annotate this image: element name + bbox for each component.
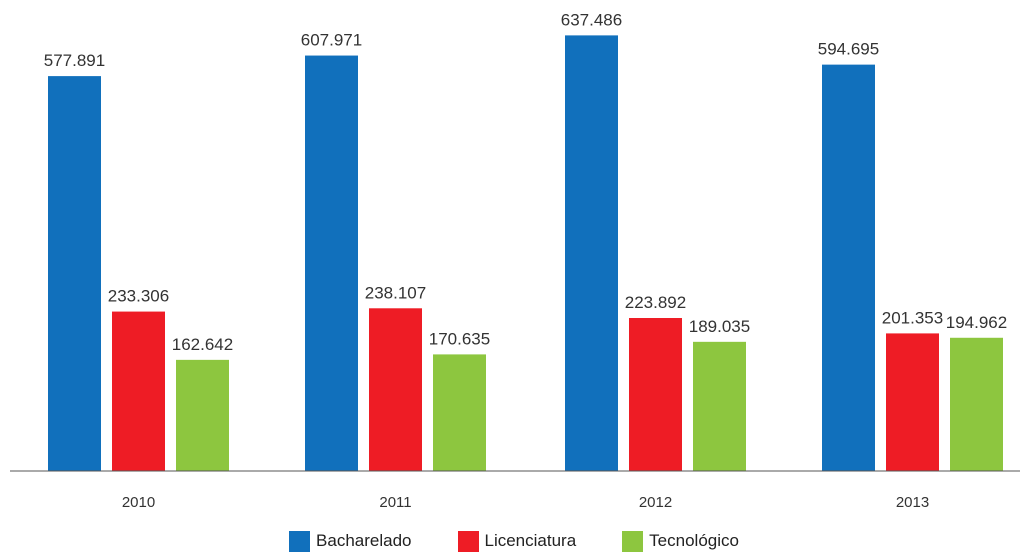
- legend-swatch: [622, 530, 644, 552]
- data-labels-group: 577.891 233.306 162.642 607.971 238.107 170.6…: [44, 10, 1007, 353]
- legend-item-bacharelado: Bacharelado: [289, 530, 412, 552]
- bar-tecnolgico-2012: [693, 341, 746, 471]
- legend-swatch: [457, 530, 479, 552]
- data-label: 238.107: [365, 283, 426, 302]
- bar-bacharelado-2011: [305, 55, 358, 471]
- bar-tecnolgico-2011: [433, 354, 486, 471]
- data-label: 189.035: [689, 317, 750, 336]
- data-label: 577.891: [44, 51, 105, 70]
- bar-bacharelado-2012: [565, 35, 618, 471]
- bar-licenciatura-2011: [369, 308, 422, 471]
- data-label: 201.353: [882, 308, 943, 327]
- legend-label: Licenciatura: [484, 531, 577, 550]
- data-label: 594.695: [818, 40, 879, 59]
- bar-licenciatura-2013: [886, 333, 939, 471]
- data-label: 233.306: [108, 287, 169, 306]
- data-label: 162.642: [172, 335, 233, 354]
- x-tick-label: 2013: [896, 494, 929, 511]
- bar-licenciatura-2010: [112, 311, 165, 471]
- legend-item-licenciatura: Licenciatura: [457, 530, 577, 552]
- legend-swatch: [289, 530, 311, 552]
- bars-group: [48, 35, 1003, 471]
- x-tick-label: 2011: [379, 494, 411, 511]
- legend: Bacharelado Licenciatura Tecnológico: [0, 528, 1028, 554]
- bar-bacharelado-2013: [822, 64, 875, 471]
- data-label: 607.971: [301, 31, 362, 50]
- data-label: 223.892: [625, 293, 686, 312]
- legend-label: Tecnológico: [649, 531, 739, 550]
- bar-tecnolgico-2013: [950, 337, 1003, 471]
- x-tick-label: 2010: [122, 494, 155, 511]
- x-tick-labels-group: 2010 2011 2012 2013: [122, 494, 929, 511]
- x-tick-label: 2012: [639, 494, 672, 511]
- bar-tecnolgico-2010: [176, 359, 229, 471]
- legend-item-tecnologico: Tecnológico: [622, 530, 739, 552]
- bar-licenciatura-2012: [629, 318, 682, 471]
- legend-label: Bacharelado: [316, 531, 412, 550]
- data-label: 637.486: [561, 10, 622, 29]
- data-label: 170.635: [429, 329, 490, 348]
- data-label: 194.962: [946, 313, 1007, 332]
- bar-bacharelado-2010: [48, 76, 101, 471]
